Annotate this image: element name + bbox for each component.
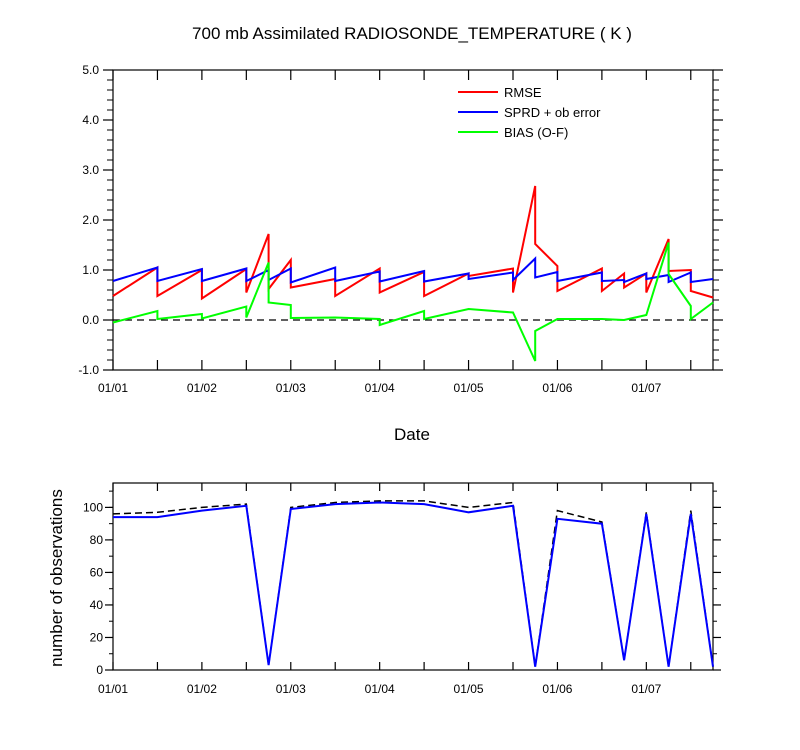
x-tick-label: 01/02 [187, 682, 217, 696]
plot-frame [112, 482, 714, 671]
y-tick-label: 1.0 [82, 263, 99, 277]
y-tick-label: 60 [90, 565, 104, 579]
plot-frame [112, 69, 714, 371]
bottom-chart: 01/01 01/02 01/03 01/04 01/05 01/06 01/07 100 80… [47, 482, 721, 696]
y-tick-label: 80 [90, 533, 104, 547]
legend-label: RMSE [504, 85, 542, 100]
series-line-bias-o-f [112, 242, 714, 362]
y-tick-label: 5.0 [82, 63, 99, 77]
y-tick-label: 20 [90, 630, 104, 644]
top-plot-area: 01/01 01/02 01/03 01/04 01/05 01/06 01/07 5.0 4.… [78, 63, 723, 395]
y-tick-label: 3.0 [82, 163, 99, 177]
series-line-series-1 [113, 501, 714, 667]
x-tick-label: 01/01 [98, 381, 128, 395]
x-tick-label: 01/07 [631, 381, 661, 395]
x-tick-label: 01/03 [276, 682, 306, 696]
series-line-sprd-ob-error [112, 256, 714, 284]
x-tick-label: 01/02 [187, 381, 217, 395]
y-tick-label: 0 [96, 663, 103, 677]
y-tick-label: 4.0 [82, 113, 99, 127]
x-tick-label: 01/06 [542, 381, 572, 395]
x-tick-label: 01/07 [631, 682, 661, 696]
chart-title: 700 mb Assimilated RADIOSONDE_TEMPERATUR… [192, 24, 632, 43]
y-tick-label: 40 [90, 598, 104, 612]
y-tick-label: -1.0 [78, 363, 99, 377]
x-tick-label: 01/03 [276, 381, 306, 395]
x-tick-label: 01/01 [98, 682, 128, 696]
y-tick-label: 2.0 [82, 213, 99, 227]
top-x-axis-label: Date [394, 425, 430, 444]
x-tick-label: 01/05 [454, 381, 484, 395]
x-tick-label: 01/06 [542, 682, 572, 696]
x-tick-label: 01/05 [454, 682, 484, 696]
legend-label: SPRD + ob error [504, 105, 601, 120]
series-line-series-0 [112, 500, 714, 667]
y-tick-label: 100 [83, 500, 103, 514]
legend: RMSE SPRD + ob error BIAS (O-F) [458, 85, 601, 140]
y-tick-label: 0.0 [82, 313, 99, 327]
legend-label: BIAS (O-F) [504, 125, 568, 140]
bottom-y-axis-label: number of observations [47, 489, 66, 667]
top-chart: 700 mb Assimilated RADIOSONDE_TEMPERATUR… [78, 24, 723, 444]
bottom-plot-area: 01/01 01/02 01/03 01/04 01/05 01/06 01/07 100 80… [83, 482, 721, 696]
x-tick-label: 01/04 [365, 682, 395, 696]
x-tick-label: 01/04 [365, 381, 395, 395]
